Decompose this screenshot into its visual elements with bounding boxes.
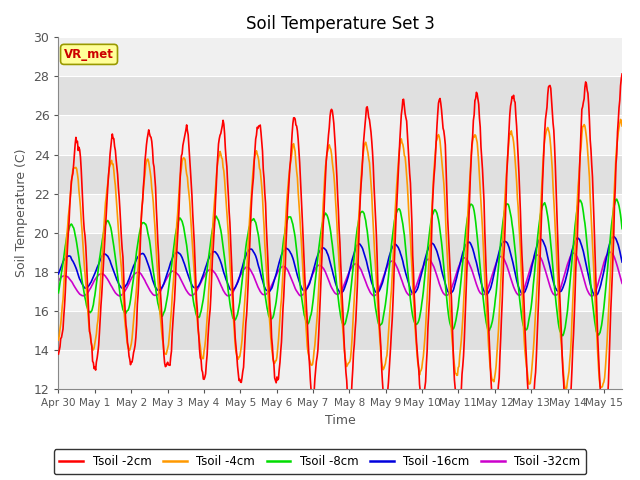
Bar: [58, 193, 622, 233]
Bar: [58, 272, 622, 311]
Bar: [58, 350, 622, 389]
Bar: [58, 76, 622, 116]
Y-axis label: Soil Temperature (C): Soil Temperature (C): [15, 149, 28, 277]
X-axis label: Time: Time: [325, 414, 356, 427]
Bar: [58, 37, 622, 76]
Text: VR_met: VR_met: [64, 48, 114, 61]
Bar: [58, 155, 622, 193]
Title: Soil Temperature Set 3: Soil Temperature Set 3: [246, 15, 435, 33]
Bar: [58, 233, 622, 272]
Bar: [58, 311, 622, 350]
Bar: [58, 116, 622, 155]
Legend: Tsoil -2cm, Tsoil -4cm, Tsoil -8cm, Tsoil -16cm, Tsoil -32cm: Tsoil -2cm, Tsoil -4cm, Tsoil -8cm, Tsoi…: [54, 449, 586, 474]
